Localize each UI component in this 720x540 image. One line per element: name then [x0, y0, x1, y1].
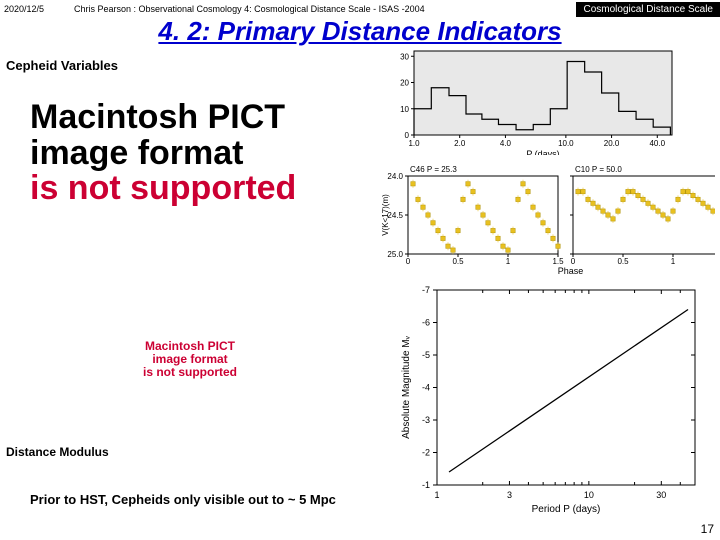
header-date: 2020/12/5 — [0, 4, 70, 14]
svg-text:1: 1 — [671, 257, 676, 266]
lightcurve-panels: C46 P = 25.324.024.525.000.511.5V(K<17)(… — [380, 160, 715, 275]
svg-text:Period P (days): Period P (days) — [532, 504, 601, 515]
svg-text:30: 30 — [400, 52, 409, 61]
svg-text:10: 10 — [400, 105, 409, 114]
svg-text:C46 P = 25.3: C46 P = 25.3 — [410, 165, 457, 174]
header-badge: Cosmological Distance Scale — [576, 2, 720, 17]
svg-text:30: 30 — [656, 490, 666, 500]
svg-text:Phase: Phase — [558, 266, 584, 275]
svg-text:1: 1 — [434, 490, 439, 500]
svg-text:20.0: 20.0 — [604, 139, 620, 148]
svg-text:40.0: 40.0 — [649, 139, 665, 148]
pict-line: is not supported — [90, 366, 290, 379]
svg-text:C10 P = 50.0: C10 P = 50.0 — [575, 165, 622, 174]
svg-text:-3: -3 — [422, 415, 430, 425]
svg-text:4.0: 4.0 — [500, 139, 512, 148]
svg-text:-7: -7 — [422, 285, 430, 295]
svg-text:-6: -6 — [422, 318, 430, 328]
svg-text:10.0: 10.0 — [558, 139, 574, 148]
svg-text:0.5: 0.5 — [452, 257, 464, 266]
svg-text:0: 0 — [406, 257, 411, 266]
section-subhead: Cepheid Variables — [6, 58, 118, 73]
prior-note: Prior to HST, Cepheids only visible out … — [30, 492, 336, 507]
svg-text:2.0: 2.0 — [454, 139, 466, 148]
pict-line: Macintosh PICT — [30, 100, 330, 136]
svg-text:20: 20 — [400, 79, 409, 88]
pict-placeholder-small: Macintosh PICT image format is not suppo… — [90, 340, 290, 380]
svg-text:1: 1 — [506, 257, 511, 266]
svg-text:0: 0 — [571, 257, 576, 266]
svg-text:-4: -4 — [422, 383, 430, 393]
period-luminosity-chart: -1 -2 -3 -4 -5 -6 -7 1 3 10 30 Period P (days) Absol… — [395, 280, 710, 515]
svg-text:0.5: 0.5 — [617, 257, 629, 266]
cepheid-histogram: 01020301.02.04.010.020.040.0P (days) — [380, 45, 680, 155]
svg-text:-5: -5 — [422, 350, 430, 360]
svg-text:1.5: 1.5 — [552, 257, 564, 266]
svg-text:1.0: 1.0 — [408, 139, 420, 148]
svg-text:-2: -2 — [422, 448, 430, 458]
svg-text:3: 3 — [507, 490, 512, 500]
svg-text:25.0: 25.0 — [387, 250, 403, 259]
svg-text:10: 10 — [584, 490, 594, 500]
header-author: Chris Pearson : Observational Cosmology … — [70, 4, 576, 14]
distance-modulus-label: Distance Modulus — [6, 445, 109, 459]
svg-text:-1: -1 — [422, 480, 430, 490]
svg-text:V(K<17)(m): V(K<17)(m) — [381, 194, 390, 236]
svg-text:Absolute Magnitude Mᵥ: Absolute Magnitude Mᵥ — [401, 335, 412, 439]
svg-text:P (days): P (days) — [526, 149, 559, 155]
pict-line: image format — [30, 136, 330, 172]
page-number: 17 — [701, 522, 714, 536]
slide-title: 4. 2: Primary Distance Indicators — [0, 16, 720, 47]
pict-placeholder-large: Macintosh PICT image format is not suppo… — [30, 100, 330, 207]
pict-line: is not supported — [30, 171, 330, 207]
svg-text:24.0: 24.0 — [387, 172, 403, 181]
